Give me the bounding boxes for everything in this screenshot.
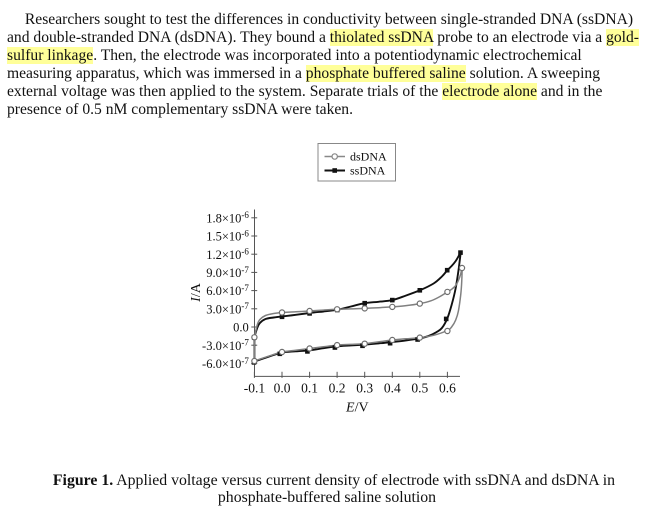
svg-text:9.0×10-7: 9.0×10-7 xyxy=(206,265,249,280)
svg-text:0.0: 0.0 xyxy=(274,381,291,396)
svg-text:-0.1: -0.1 xyxy=(244,381,265,396)
svg-text:ssDNA: ssDNA xyxy=(350,164,386,178)
svg-text:1.8×10-6: 1.8×10-6 xyxy=(206,210,249,225)
svg-text:-3.0×10-7: -3.0×10-7 xyxy=(202,338,249,353)
svg-text:0.0: 0.0 xyxy=(233,321,249,335)
svg-text:-6.0×10-7: -6.0×10-7 xyxy=(202,356,249,371)
svg-text:3.0×10-7: 3.0×10-7 xyxy=(206,301,249,316)
svg-text:E/V: E/V xyxy=(345,400,369,415)
svg-text:0.5: 0.5 xyxy=(411,381,428,396)
svg-text:dsDNA: dsDNA xyxy=(350,150,387,164)
svg-text:0.1: 0.1 xyxy=(301,381,318,396)
svg-text:I/A: I/A xyxy=(189,282,204,303)
svg-text:0.6: 0.6 xyxy=(439,381,456,396)
svg-text:1.5×10-6: 1.5×10-6 xyxy=(206,228,249,243)
svg-text:0.4: 0.4 xyxy=(384,381,401,396)
svg-text:0.3: 0.3 xyxy=(356,381,373,396)
svg-text:1.2×10-6: 1.2×10-6 xyxy=(206,247,249,262)
svg-text:6.0×10-7: 6.0×10-7 xyxy=(206,283,249,298)
svg-text:0.2: 0.2 xyxy=(329,381,346,396)
